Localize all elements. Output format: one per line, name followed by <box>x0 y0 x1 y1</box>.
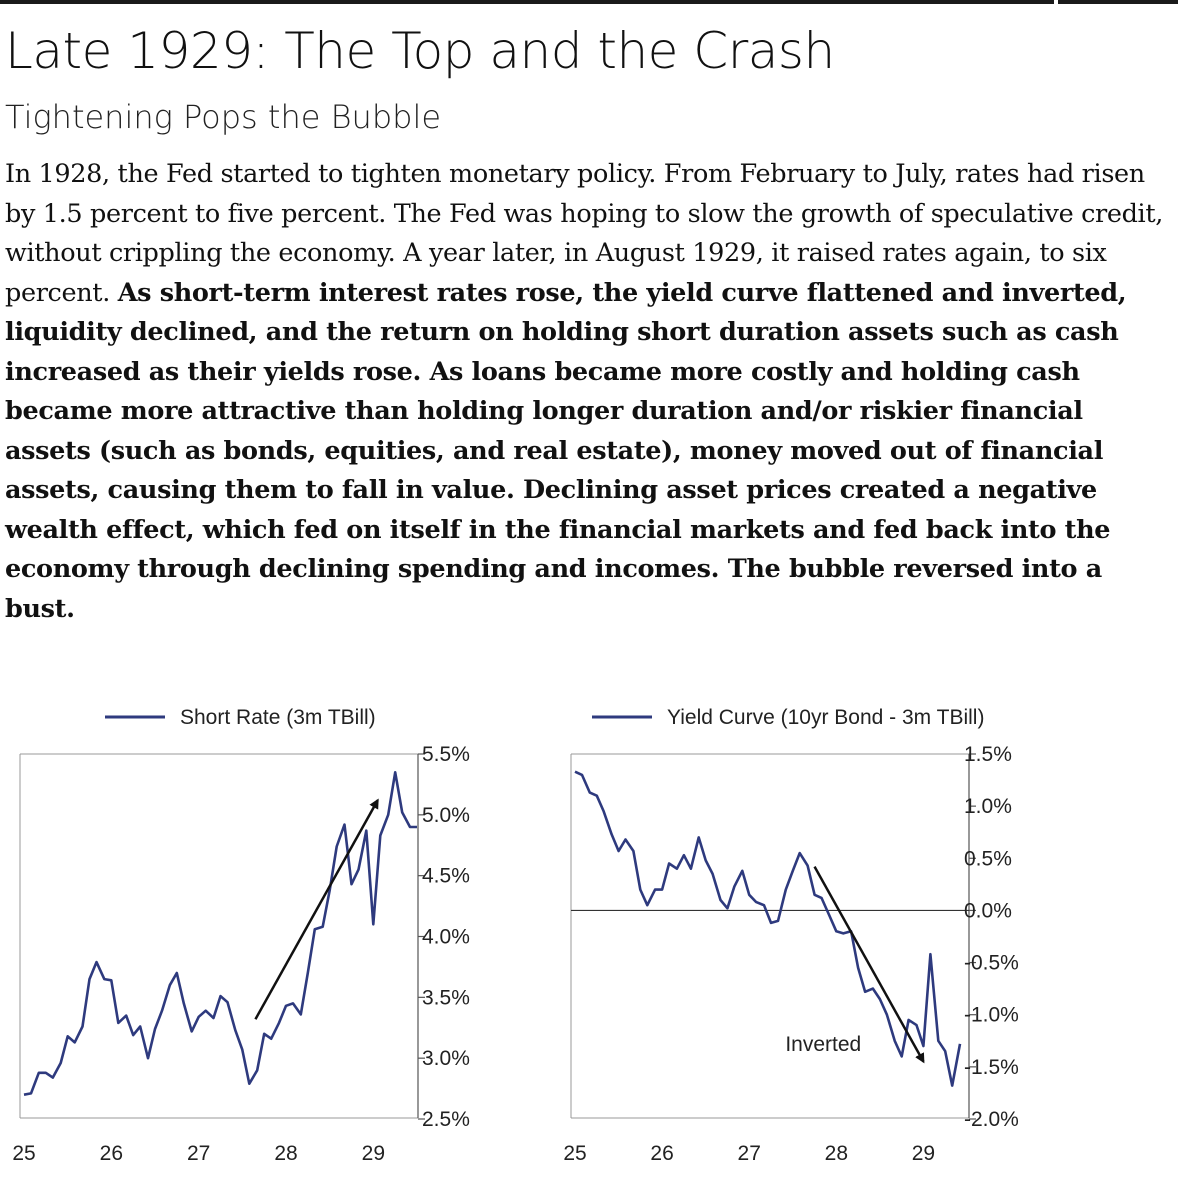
y-tick-label: 3.5% <box>422 986 470 1009</box>
charts-figure: Short Rate (3m TBill) 5.5% 5.0% 4.5% 4.0% 3.5… <box>12 706 1019 1165</box>
x-tick-label: 25 <box>563 1142 586 1165</box>
y-tick-label: 0.5% <box>964 847 1012 870</box>
short-rate-chart: Short Rate (3m TBill) 5.5% 5.0% 4.5% 4.0% 3.5… <box>12 706 470 1165</box>
y-tick-label: 4.5% <box>422 865 470 888</box>
series-line <box>23 771 417 1096</box>
y-tick-label: -1.0% <box>964 1004 1019 1027</box>
body-plain-text: In 1928, the Fed started to tighten mone… <box>5 159 1164 308</box>
y-tick-label: 4.0% <box>422 926 470 949</box>
body-paragraph: In 1928, the Fed started to tighten mone… <box>5 155 1173 629</box>
x-tick-label: 27 <box>187 1142 210 1165</box>
y-tick-label: 5.0% <box>422 804 470 827</box>
plot-frame <box>570 753 969 1119</box>
annotation-label: Inverted <box>785 1033 861 1056</box>
page-title: Late 1929: The Top and the Crash <box>5 22 835 80</box>
legend-label: Yield Curve (10yr Bond - 3m TBill) <box>667 706 984 729</box>
page-subtitle: Tightening Pops the Bubble <box>5 98 442 136</box>
yield-curve-chart: Yield Curve (10yr Bond - 3m TBill) 1.5% 1.… <box>563 706 1019 1165</box>
y-tick-label: 5.5% <box>422 743 470 766</box>
y-tick-label: -1.5% <box>964 1056 1019 1079</box>
x-tick-label: 27 <box>738 1142 761 1165</box>
x-tick-label: 28 <box>825 1142 848 1165</box>
legend-label: Short Rate (3m TBill) <box>180 706 376 729</box>
trend-arrow <box>254 798 379 1020</box>
y-tick-label: 2.5% <box>422 1108 470 1131</box>
y-tick-label: 1.0% <box>964 795 1012 818</box>
y-tick-label: 1.5% <box>964 743 1012 766</box>
body-bold-text: As short-term interest rates rose, the y… <box>5 277 1127 624</box>
x-tick-label: 26 <box>100 1142 123 1165</box>
x-tick-label: 29 <box>912 1142 935 1165</box>
y-tick-label: 0.0% <box>964 899 1012 922</box>
x-tick-label: 25 <box>12 1142 35 1165</box>
top-rule <box>0 0 1178 4</box>
series-line <box>574 770 962 1087</box>
y-tick-label: 3.0% <box>422 1047 470 1070</box>
x-tick-label: 28 <box>274 1142 297 1165</box>
x-tick-label: 29 <box>362 1142 385 1165</box>
x-tick-label: 26 <box>650 1142 673 1165</box>
plot-frame <box>19 753 418 1119</box>
trend-arrow <box>813 866 925 1064</box>
y-tick-label: -0.5% <box>964 952 1019 975</box>
y-tick-label: -2.0% <box>964 1108 1019 1131</box>
